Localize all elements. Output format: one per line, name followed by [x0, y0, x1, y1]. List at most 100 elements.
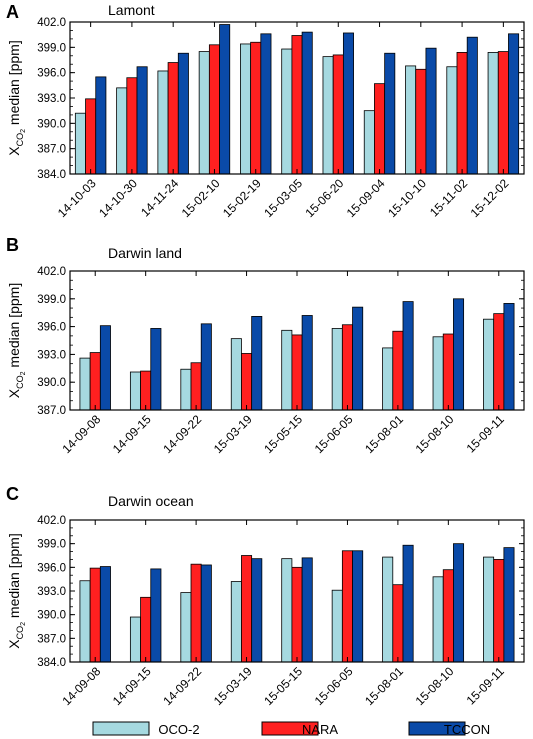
x-tick-label: 15-10-10	[385, 176, 429, 220]
y-axis-subsub: 2	[20, 371, 27, 375]
bar-oco-2	[382, 347, 394, 411]
x-tick-label: 15-08-01	[362, 664, 406, 708]
bar-oco-2	[79, 580, 91, 663]
x-tick-label: 15-02-19	[220, 176, 264, 220]
bar-oco-2	[331, 328, 343, 411]
legend-swatch-tccon	[408, 721, 466, 736]
y-axis-sub: CO	[15, 626, 25, 640]
bar-tccon	[503, 547, 515, 663]
x-tick-label: 14-09-08	[59, 664, 103, 708]
bar-nara	[291, 334, 303, 411]
x-tick-label: 15-09-11	[464, 412, 507, 455]
bar-oco-2	[74, 112, 86, 175]
x-tick-label: 14-10-03	[55, 176, 99, 220]
bar-tccon	[200, 564, 212, 663]
bar-oco-2	[79, 357, 91, 411]
bar-tccon	[453, 543, 465, 663]
bar-oco-2	[432, 336, 444, 411]
bar-oco-2	[180, 592, 192, 663]
bar-nara	[493, 313, 505, 411]
chart-panel-a: A Lamont 384.0 387.0 390.0 393.0 396.0 399.0 402…	[6, 2, 525, 220]
bar-nara	[341, 550, 353, 663]
bar-tccon	[453, 298, 465, 411]
x-tick-label: 14-10-30	[96, 176, 140, 220]
y-tick-label: 387.0	[37, 144, 66, 156]
bar-oco-2	[405, 65, 417, 175]
x-tick-label: 15-03-19	[211, 664, 255, 708]
y-tick-label: 399.0	[37, 42, 66, 54]
bar-tccon	[219, 24, 231, 175]
bar-tccon	[425, 47, 437, 175]
bar-tccon	[352, 550, 364, 663]
bar-oco-2	[230, 581, 242, 663]
bar-oco-2	[281, 48, 293, 175]
y-axis-sub: CO	[15, 133, 25, 147]
bar-nara	[89, 567, 101, 663]
bar-nara	[250, 41, 262, 175]
bar-nara	[341, 324, 353, 411]
bar-nara	[291, 566, 303, 663]
bar-oco-2	[116, 87, 128, 175]
bar-tccon	[99, 566, 111, 663]
y-axis-sub: CO	[15, 375, 25, 389]
x-tick-label: 15-03-19	[211, 412, 255, 456]
bar-oco-2	[483, 556, 495, 663]
bar-tccon	[150, 568, 162, 663]
bar-oco-2	[240, 43, 252, 175]
bar-nara	[241, 353, 253, 411]
y-tick-label: 402.0	[37, 17, 66, 29]
bar-nara	[442, 569, 454, 663]
bar-nara	[140, 370, 152, 411]
panel-letter: B	[6, 235, 19, 255]
y-axis-subsub: 2	[20, 129, 27, 133]
bar-oco-2	[432, 576, 444, 663]
x-tick-label: 15-08-10	[413, 412, 457, 456]
y-axis-subsub: 2	[20, 622, 27, 626]
panel-letter: C	[6, 484, 19, 504]
bar-oco-2	[382, 556, 394, 663]
y-axis-label: median [ppm]	[6, 40, 22, 129]
x-tick-label: 15-06-05	[312, 664, 356, 708]
bar-tccon	[402, 301, 414, 411]
bar-oco-2	[483, 318, 495, 411]
y-tick-label: 399.0	[37, 294, 66, 306]
bar-tccon	[301, 557, 313, 663]
bar-oco-2	[129, 616, 141, 663]
x-tick-label: 14-09-08	[59, 412, 103, 456]
plot-frame	[69, 270, 525, 411]
bar-oco-2	[230, 338, 242, 411]
x-tick-label: 15-12-02	[468, 176, 512, 220]
y-tick-label: 387.0	[37, 405, 66, 417]
bar-oco-2	[129, 371, 141, 411]
bar-tccon	[342, 32, 354, 175]
y-tick-label: 390.0	[37, 377, 66, 389]
bar-tccon	[95, 76, 107, 175]
legend-label-nara: NARA	[302, 722, 338, 737]
x-tick-label: 15-05-15	[261, 664, 305, 708]
y-axis-symbol: X	[6, 639, 22, 649]
bar-nara	[493, 559, 505, 663]
legend-swatch-oco-2	[92, 721, 150, 736]
y-tick-label: 384.0	[37, 169, 66, 181]
x-tick-label: 14-09-15	[110, 664, 154, 708]
bar-nara	[374, 83, 386, 175]
panel-title: Darwin ocean	[108, 493, 194, 509]
bar-nara	[167, 62, 179, 175]
bar-nara	[126, 77, 138, 175]
bar-nara	[140, 596, 152, 663]
bar-oco-2	[322, 56, 334, 175]
bar-oco-2	[157, 70, 169, 175]
bar-tccon	[301, 31, 313, 175]
x-tick-label: 14-09-22	[160, 412, 204, 456]
bar-oco-2	[180, 368, 192, 411]
x-tick-label: 15-06-05	[312, 412, 356, 456]
y-tick-label: 393.0	[37, 349, 66, 361]
y-axis-label: median [ppm]	[6, 533, 22, 622]
bar-tccon	[402, 544, 414, 663]
bar-tccon	[251, 316, 263, 411]
y-axis-title: XCO2 median [ppm]	[6, 283, 27, 398]
bar-tccon	[251, 558, 263, 663]
x-tick-label: 15-06-20	[303, 176, 347, 220]
y-tick-label: 396.0	[37, 322, 66, 334]
bar-tccon	[260, 33, 272, 175]
